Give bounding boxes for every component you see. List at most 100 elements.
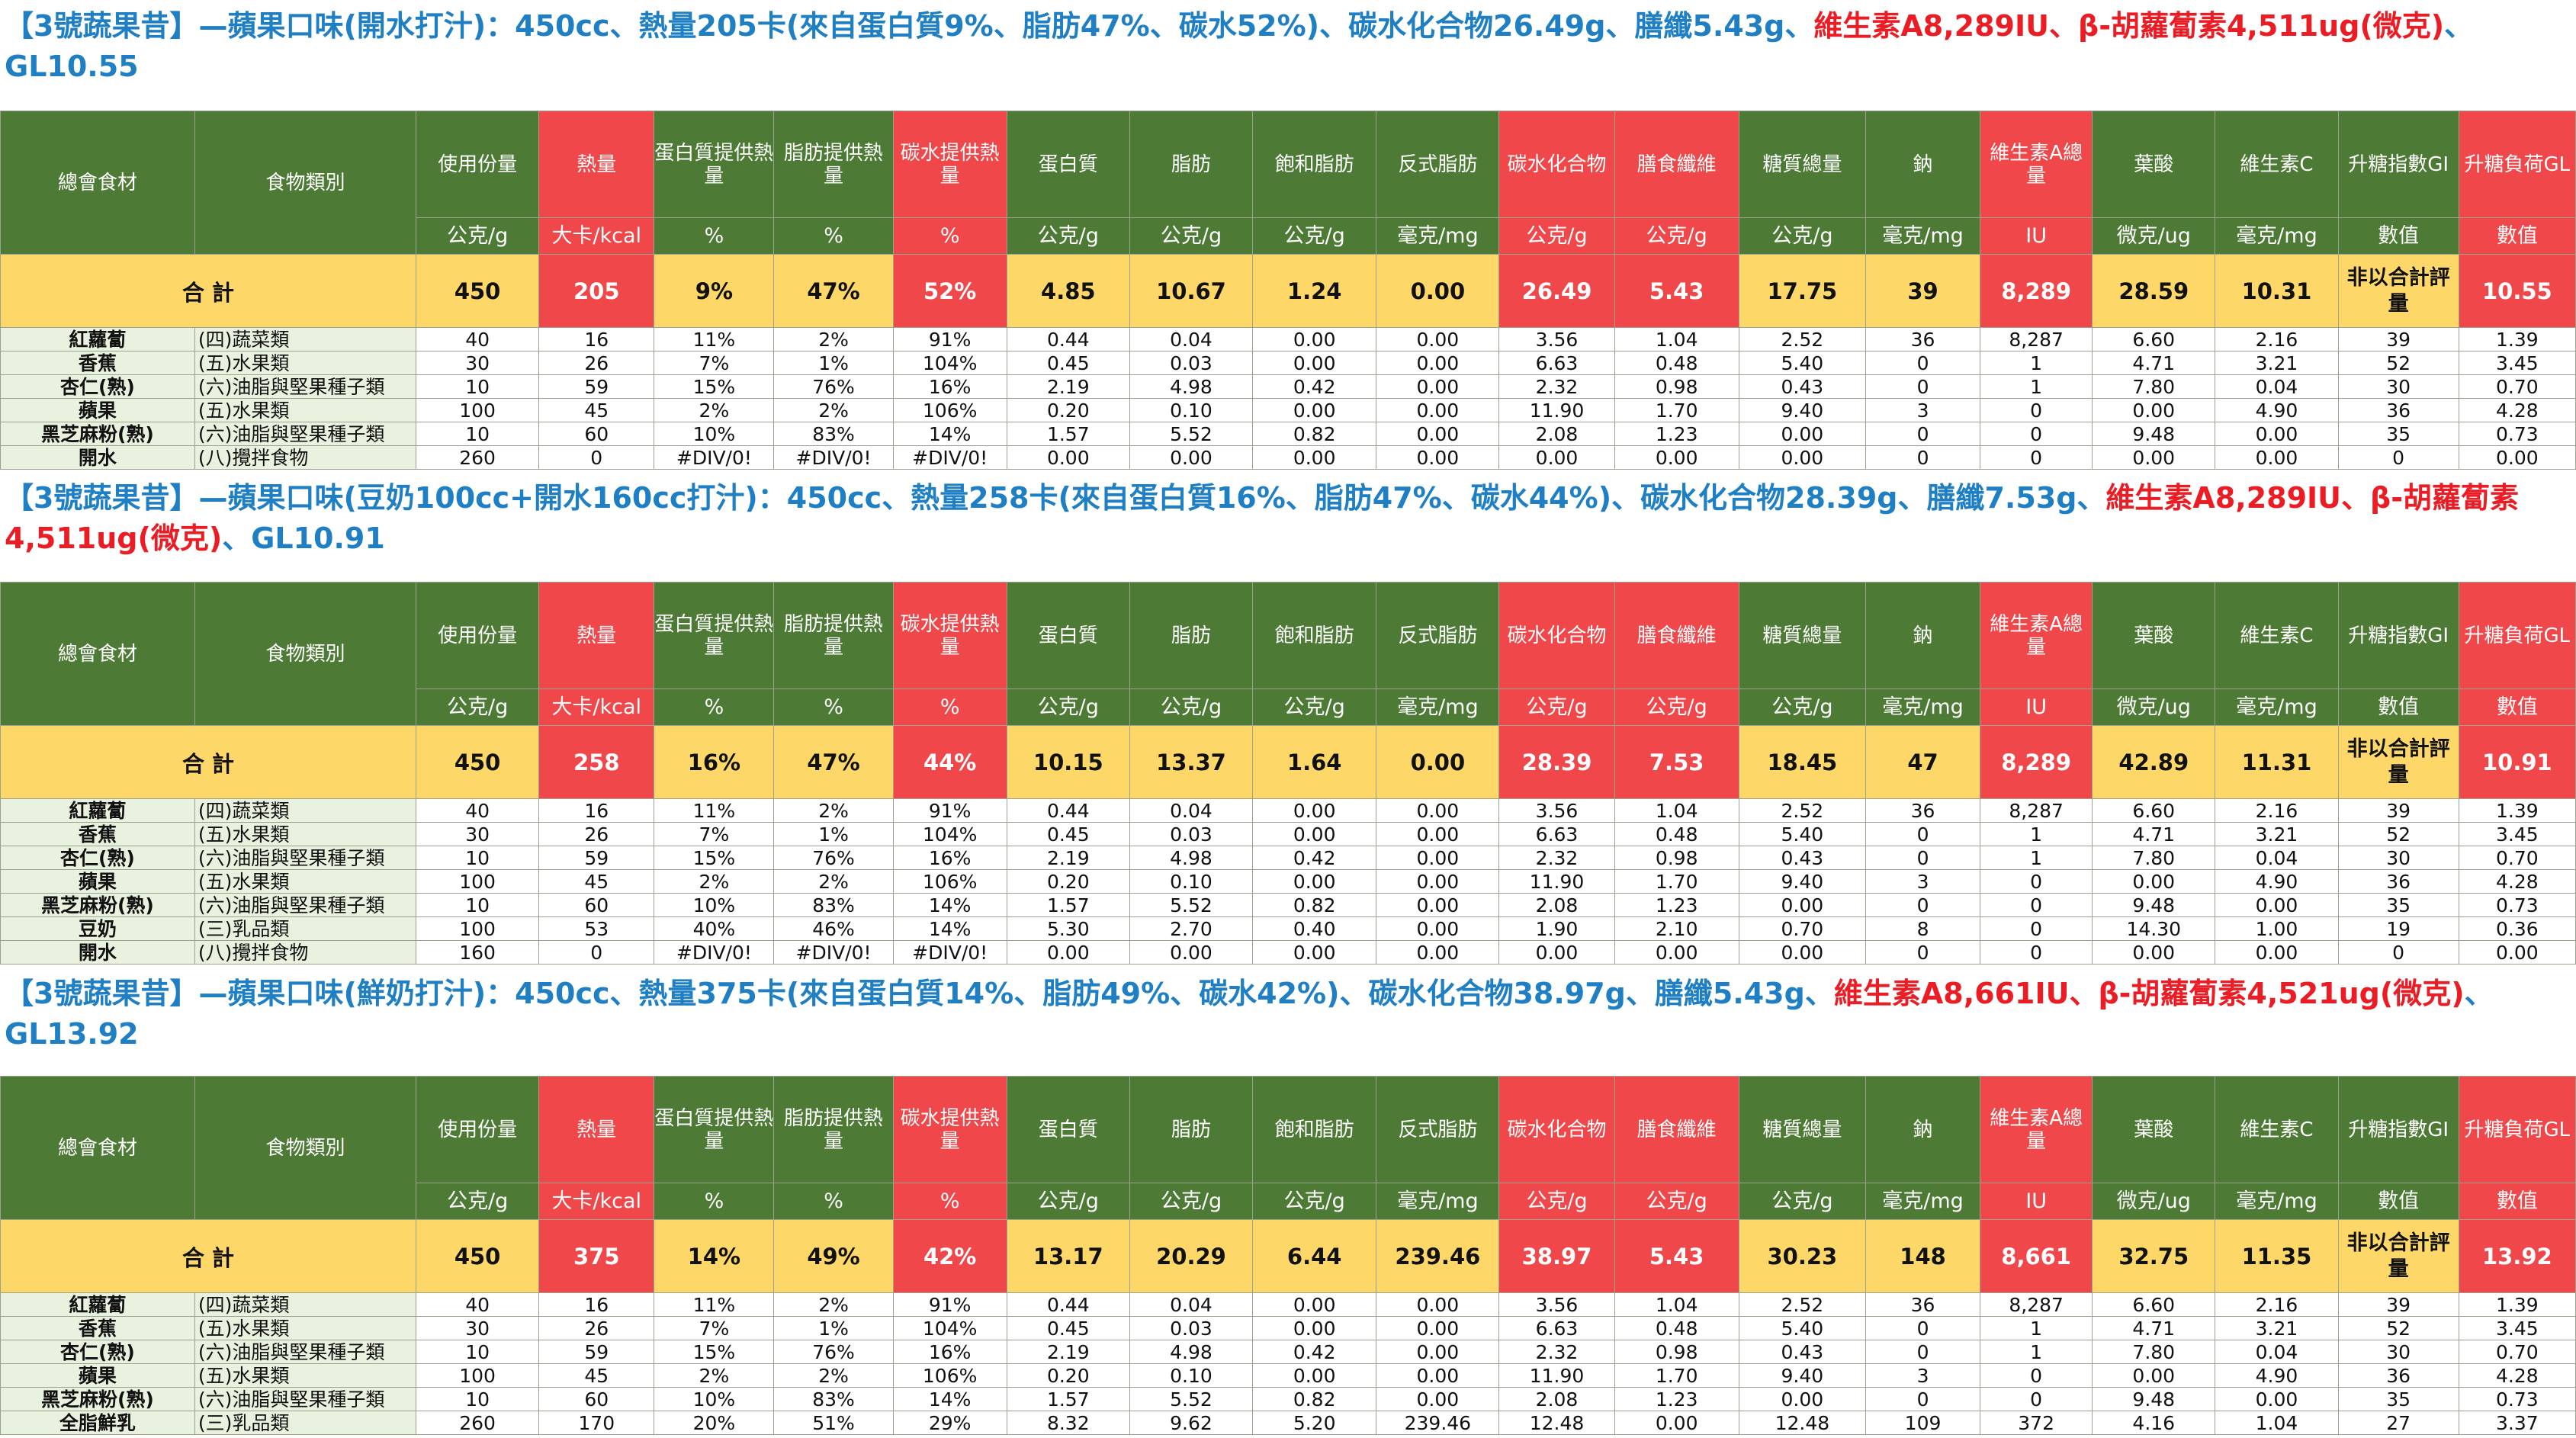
total-value: 10.31 xyxy=(2215,254,2339,328)
table-cell: 20% xyxy=(654,1411,775,1435)
table-cell: 60 xyxy=(538,893,655,917)
table-cell: 0 xyxy=(1865,822,1981,846)
table-cell: 0.20 xyxy=(1006,869,1130,894)
column-unit: % xyxy=(892,689,1007,726)
column-header: 蛋白質 xyxy=(1006,1076,1130,1183)
table-cell: 0.00 xyxy=(1129,445,1254,470)
table-cell: 10 xyxy=(416,374,540,399)
table-cell: 83% xyxy=(773,1387,894,1411)
column-unit: 公克/g xyxy=(1252,217,1377,255)
table-cell: 14% xyxy=(892,916,1007,941)
table-row: 香蕉 (五)水果類 30 26 7% 1% 104% 0.45 0.03 0.00 0.00 6.63… xyxy=(0,822,2576,846)
food-category: (六)油脂與堅果種子類 xyxy=(194,1340,417,1364)
table-cell: 4.71 xyxy=(2092,1316,2216,1340)
column-header: 使用份量 xyxy=(416,1076,540,1183)
table-cell: 1.57 xyxy=(1006,1387,1130,1411)
header-row: 總會食材 食物類別 使用份量 熱量 蛋白質提供熱量 脂肪提供熱量 碳水提供熱量 蛋白質 脂肪 飽和… xyxy=(0,1076,2576,1220)
table-cell: 1.70 xyxy=(1614,1363,1739,1388)
table-cell: 170 xyxy=(538,1411,655,1435)
table-cell: 0.00 xyxy=(1376,798,1500,823)
table-cell: 0.00 xyxy=(1252,398,1377,422)
table-cell: 0.00 xyxy=(1376,374,1500,399)
table-row: 全脂鮮乳 (三)乳品類 260 170 20% 51% 29% 8.32 9.62 5.20 239… xyxy=(0,1411,2576,1435)
table-cell: 2% xyxy=(654,398,775,422)
table-cell: 6.60 xyxy=(2092,1292,2216,1317)
column-header: 膳食纖維 xyxy=(1614,582,1739,689)
food-category: (三)乳品類 xyxy=(194,916,417,941)
table-cell: 1.04 xyxy=(1614,1292,1739,1317)
column-header: 反式脂肪 xyxy=(1376,582,1500,689)
table-cell: 3.45 xyxy=(2458,351,2576,375)
table-cell: 4.90 xyxy=(2215,869,2339,894)
table-cell: 36 xyxy=(1865,1292,1981,1317)
column-unit: % xyxy=(773,217,894,255)
nutrition-table: 總會食材 食物類別 使用份量 熱量 蛋白質提供熱量 脂肪提供熱量 碳水提供熱量 蛋白質 脂肪 飽和… xyxy=(0,582,2576,965)
total-value: 42% xyxy=(892,1219,1007,1293)
column-unit: 公克/g xyxy=(1129,689,1254,726)
table-cell: 83% xyxy=(773,893,894,917)
table-cell: 15% xyxy=(654,846,775,870)
table-cell: 0.00 xyxy=(1252,869,1377,894)
total-value: 13.37 xyxy=(1129,725,1254,799)
column-unit: 數值 xyxy=(2337,217,2459,255)
column-header: 使用份量 xyxy=(416,582,540,689)
table-cell: 106% xyxy=(892,869,1007,894)
ingredient-name: 蘋果 xyxy=(0,1363,195,1388)
total-value: 10.55 xyxy=(2458,254,2576,328)
table-cell: 11.90 xyxy=(1498,869,1615,894)
table-cell: 0.00 xyxy=(1376,1340,1500,1364)
ingredient-name: 全脂鮮乳 xyxy=(0,1411,195,1435)
table-cell: 0 xyxy=(1865,1387,1981,1411)
table-cell: 0.00 xyxy=(1376,1316,1500,1340)
table-cell: 0.00 xyxy=(1376,327,1500,351)
table-cell: 7% xyxy=(654,822,775,846)
table-cell: 91% xyxy=(892,798,1007,823)
table-cell: 0.00 xyxy=(1252,1292,1377,1317)
table-cell: 0.00 xyxy=(1252,822,1377,846)
table-cell: 35 xyxy=(2337,422,2459,446)
column-unit: 公克/g xyxy=(1129,217,1254,255)
column-header: 熱量 xyxy=(538,582,655,689)
table-cell: 7.80 xyxy=(2092,374,2216,399)
column-header: 使用份量 xyxy=(416,111,540,218)
table-cell: 0.42 xyxy=(1252,374,1377,399)
total-value: 450 xyxy=(416,254,540,328)
table-cell: 0.04 xyxy=(1129,798,1254,823)
table-cell: 1 xyxy=(1980,1316,2093,1340)
table-cell: 109 xyxy=(1865,1411,1981,1435)
table-cell: 0.03 xyxy=(1129,351,1254,375)
food-category: (五)水果類 xyxy=(194,1316,417,1340)
ingredient-name: 黑芝麻粉(熟) xyxy=(0,893,195,917)
table-cell: 11.90 xyxy=(1498,398,1615,422)
table-cell: 40 xyxy=(416,327,540,351)
table-cell: 2.32 xyxy=(1498,374,1615,399)
column-header: 脂肪 xyxy=(1129,111,1254,218)
table-cell: 0.44 xyxy=(1006,798,1130,823)
table-cell: 16 xyxy=(538,327,655,351)
table-cell: 0 xyxy=(1865,445,1981,470)
column-unit: 毫克/mg xyxy=(1376,1183,1500,1220)
table-cell: 46% xyxy=(773,916,894,941)
table-cell: 4.98 xyxy=(1129,846,1254,870)
column-unit: % xyxy=(892,1183,1007,1220)
table-cell: 4.28 xyxy=(2458,1363,2576,1388)
table-cell: 30 xyxy=(416,351,540,375)
total-value: 205 xyxy=(538,254,655,328)
total-value: 14% xyxy=(654,1219,775,1293)
ingredient-name: 黑芝麻粉(熟) xyxy=(0,422,195,446)
table-cell: 5.52 xyxy=(1129,422,1254,446)
header-row: 總會食材 食物類別 使用份量 熱量 蛋白質提供熱量 脂肪提供熱量 碳水提供熱量 蛋白質 脂肪 飽和… xyxy=(0,582,2576,726)
total-value: 239.46 xyxy=(1376,1219,1500,1293)
food-category: (六)油脂與堅果種子類 xyxy=(194,846,417,870)
table-cell: 3 xyxy=(1865,1363,1981,1388)
column-unit: 毫克/mg xyxy=(1376,217,1500,255)
total-value: 0.00 xyxy=(1376,254,1500,328)
table-cell: 2% xyxy=(654,1363,775,1388)
total-value: 47% xyxy=(773,725,894,799)
table-cell: 52 xyxy=(2337,822,2459,846)
table-cell: 0 xyxy=(1980,445,2093,470)
table-row: 黑芝麻粉(熟) (六)油脂與堅果種子類 10 60 10% 83% 14% 1.57 5.52 0… xyxy=(0,1387,2576,1411)
column-header: 反式脂肪 xyxy=(1376,1076,1500,1183)
total-value: 18.45 xyxy=(1738,725,1866,799)
total-value: 10.15 xyxy=(1006,725,1130,799)
